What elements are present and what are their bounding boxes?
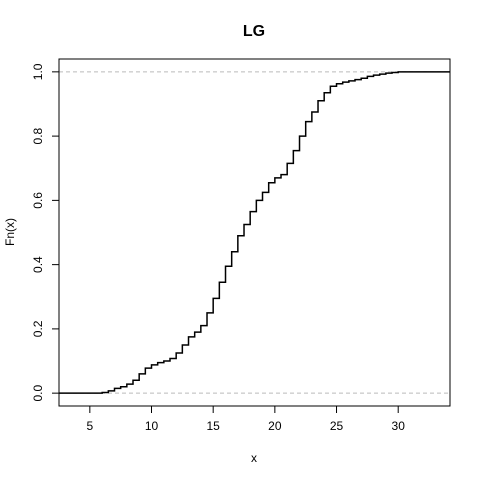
y-tick-label: 0.0 xyxy=(31,384,45,401)
ecdf-step-line xyxy=(59,71,450,394)
y-tick-label: 0.6 xyxy=(31,192,45,209)
y-axis-label: Fn(x) xyxy=(3,218,17,246)
y-tick-label: 0.8 xyxy=(31,127,45,144)
x-tick-label: 25 xyxy=(330,419,344,433)
x-tick-label: 30 xyxy=(392,419,406,433)
y-axis: 0.0 0.2 0.4 0.6 0.8 1.0 xyxy=(31,63,59,401)
x-tick-label: 10 xyxy=(145,419,159,433)
reference-lines xyxy=(59,71,450,394)
x-tick-label: 15 xyxy=(207,419,221,433)
x-tick-label: 20 xyxy=(268,419,282,433)
chart-title: LG xyxy=(243,23,265,40)
x-tick-label: 5 xyxy=(86,419,93,433)
x-axis-label: x xyxy=(251,451,257,465)
plot-frame xyxy=(58,58,451,407)
x-axis: 5 10 15 20 25 30 xyxy=(86,406,405,433)
y-tick-label: 0.2 xyxy=(31,320,45,337)
y-tick-label: 0.4 xyxy=(31,256,45,273)
y-tick-label: 1.0 xyxy=(31,63,45,80)
